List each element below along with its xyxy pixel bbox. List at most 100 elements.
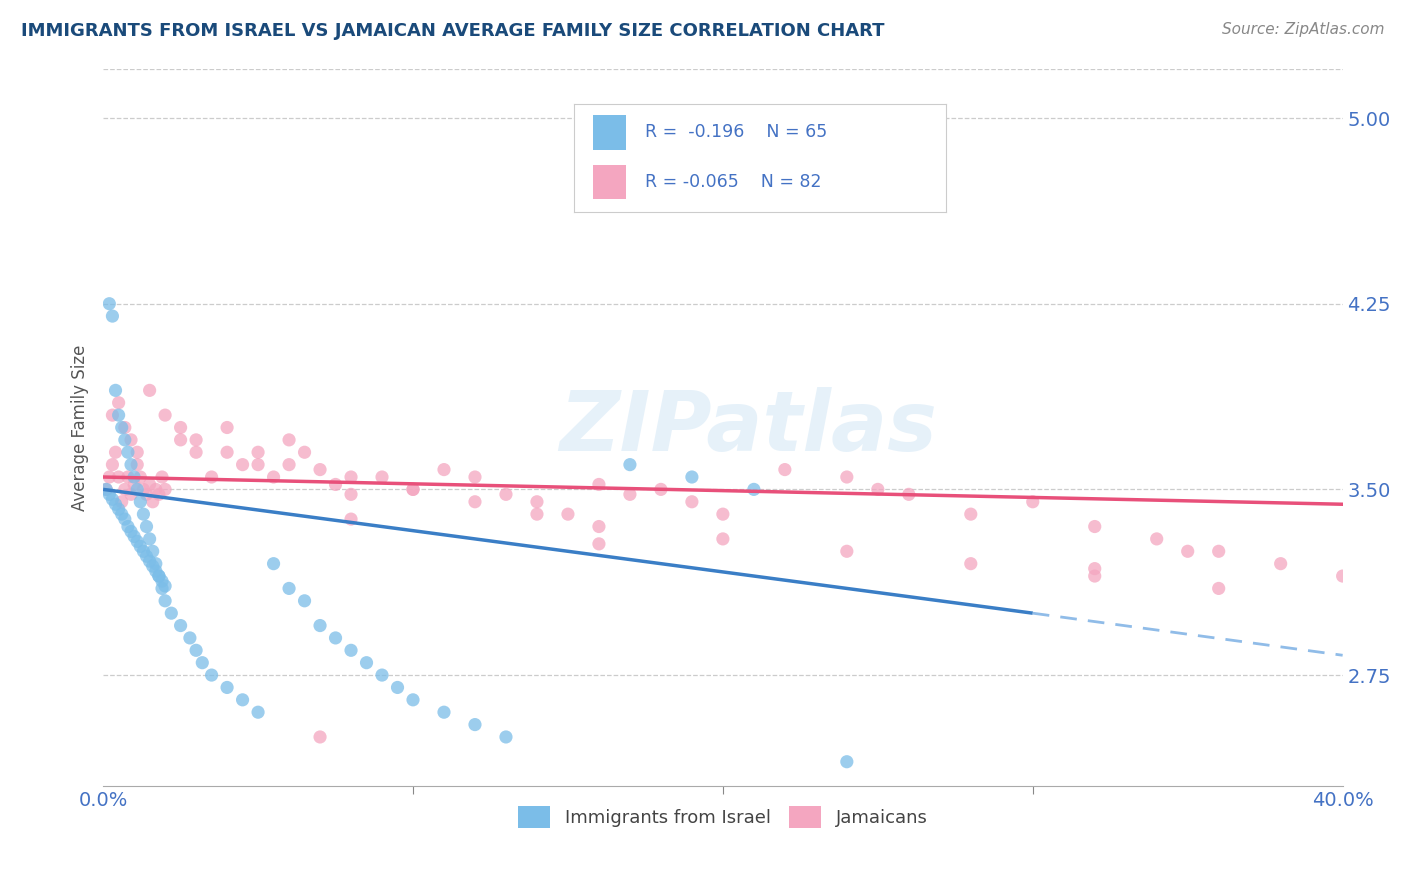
Point [217, 445, 239, 459]
Point [135, 519, 157, 533]
Point [742, 483, 765, 497]
Point [150, 470, 173, 484]
Point [142, 544, 165, 558]
Point [153, 594, 176, 608]
Point [495, 487, 517, 501]
Point [588, 519, 610, 533]
Point [117, 519, 139, 533]
Text: ZIPatlas: ZIPatlas [558, 387, 936, 468]
Point [145, 483, 167, 497]
Point [120, 433, 142, 447]
Point [866, 483, 889, 497]
Point [464, 470, 486, 484]
Point [104, 445, 127, 459]
Point [101, 458, 124, 472]
Point [114, 512, 136, 526]
Point [135, 549, 157, 564]
Point [232, 693, 254, 707]
Point [557, 507, 579, 521]
Point [169, 618, 191, 632]
Point [117, 445, 139, 459]
Point [132, 483, 155, 497]
Point [127, 534, 149, 549]
Point [142, 559, 165, 574]
Point [184, 643, 207, 657]
Point [111, 420, 134, 434]
Point [309, 618, 332, 632]
Point [129, 539, 152, 553]
Point [278, 433, 301, 447]
Point [897, 487, 920, 501]
Point [160, 606, 183, 620]
Point [433, 462, 456, 476]
Point [263, 470, 285, 484]
Point [184, 433, 207, 447]
Point [387, 681, 409, 695]
Point [217, 420, 239, 434]
Point [1084, 569, 1107, 583]
Point [959, 507, 981, 521]
Point [247, 705, 270, 719]
Point [526, 495, 548, 509]
Point [619, 458, 641, 472]
Point [247, 458, 270, 472]
Point [1084, 519, 1107, 533]
Point [98, 487, 121, 501]
Point [138, 554, 160, 568]
Point [1208, 582, 1230, 596]
Point [138, 532, 160, 546]
Point [588, 537, 610, 551]
Point [217, 681, 239, 695]
Point [114, 420, 136, 434]
Point [101, 492, 124, 507]
Point [122, 477, 145, 491]
Legend: Immigrants from Israel, Jamaicans: Immigrants from Israel, Jamaicans [510, 798, 935, 835]
Point [433, 705, 456, 719]
Point [169, 420, 191, 434]
Point [96, 483, 118, 497]
Point [681, 495, 703, 509]
Point [150, 582, 173, 596]
Point [619, 487, 641, 501]
Point [132, 507, 155, 521]
Point [402, 483, 425, 497]
Point [773, 462, 796, 476]
Text: Source: ZipAtlas.com: Source: ZipAtlas.com [1222, 22, 1385, 37]
Text: IMMIGRANTS FROM ISRAEL VS JAMAICAN AVERAGE FAMILY SIZE CORRELATION CHART: IMMIGRANTS FROM ISRAEL VS JAMAICAN AVERA… [21, 22, 884, 40]
Point [1022, 495, 1045, 509]
Point [107, 396, 129, 410]
Point [107, 408, 129, 422]
Point [1084, 561, 1107, 575]
Point [309, 462, 332, 476]
Point [1208, 544, 1230, 558]
Point [120, 524, 142, 539]
Point [1177, 544, 1199, 558]
Point [464, 495, 486, 509]
Y-axis label: Average Family Size: Average Family Size [72, 344, 89, 511]
Point [309, 730, 332, 744]
Point [588, 477, 610, 491]
Point [150, 574, 173, 588]
Point [681, 470, 703, 484]
Point [371, 470, 394, 484]
Point [200, 668, 222, 682]
Point [402, 483, 425, 497]
Point [263, 557, 285, 571]
Point [959, 557, 981, 571]
Point [278, 582, 301, 596]
Point [107, 470, 129, 484]
Point [464, 717, 486, 731]
Point [153, 483, 176, 497]
Point [526, 507, 548, 521]
Point [129, 470, 152, 484]
Point [294, 594, 316, 608]
Point [232, 458, 254, 472]
Point [356, 656, 378, 670]
Point [278, 458, 301, 472]
Point [101, 309, 124, 323]
Point [148, 569, 170, 583]
Point [127, 445, 149, 459]
Point [325, 477, 347, 491]
Point [122, 470, 145, 484]
Point [191, 656, 214, 670]
